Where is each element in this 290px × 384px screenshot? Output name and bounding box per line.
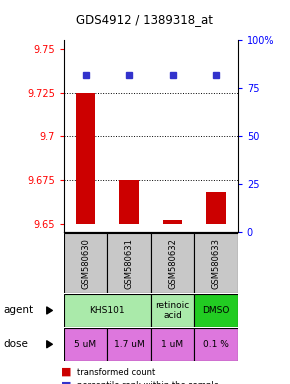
Bar xyxy=(64,294,151,327)
Bar xyxy=(163,220,182,223)
Bar xyxy=(206,192,226,223)
Bar xyxy=(64,328,107,361)
Text: 5 uM: 5 uM xyxy=(75,340,97,349)
Text: percentile rank within the sample: percentile rank within the sample xyxy=(77,381,219,384)
Text: GDS4912 / 1389318_at: GDS4912 / 1389318_at xyxy=(77,13,213,26)
Text: agent: agent xyxy=(3,305,33,316)
Text: transformed count: transformed count xyxy=(77,367,155,377)
Bar xyxy=(151,233,194,293)
Text: dose: dose xyxy=(3,339,28,349)
Text: ■: ■ xyxy=(61,367,71,377)
Bar xyxy=(107,233,151,293)
Bar xyxy=(194,328,238,361)
Text: ■: ■ xyxy=(61,381,71,384)
Text: 0.1 %: 0.1 % xyxy=(203,340,229,349)
Text: KHS101: KHS101 xyxy=(90,306,125,315)
Bar xyxy=(64,233,107,293)
Bar xyxy=(194,294,238,327)
Text: 1 uM: 1 uM xyxy=(162,340,184,349)
Text: DMSO: DMSO xyxy=(202,306,230,315)
Text: GSM580632: GSM580632 xyxy=(168,238,177,289)
Bar xyxy=(194,233,238,293)
Text: GSM580630: GSM580630 xyxy=(81,238,90,289)
Text: retinoic
acid: retinoic acid xyxy=(155,301,190,320)
Bar xyxy=(76,93,95,223)
Bar xyxy=(119,180,139,223)
Bar xyxy=(151,328,194,361)
Text: GSM580633: GSM580633 xyxy=(211,238,221,289)
Text: 1.7 uM: 1.7 uM xyxy=(114,340,144,349)
Text: GSM580631: GSM580631 xyxy=(124,238,134,289)
Bar xyxy=(107,328,151,361)
Bar xyxy=(151,294,194,327)
